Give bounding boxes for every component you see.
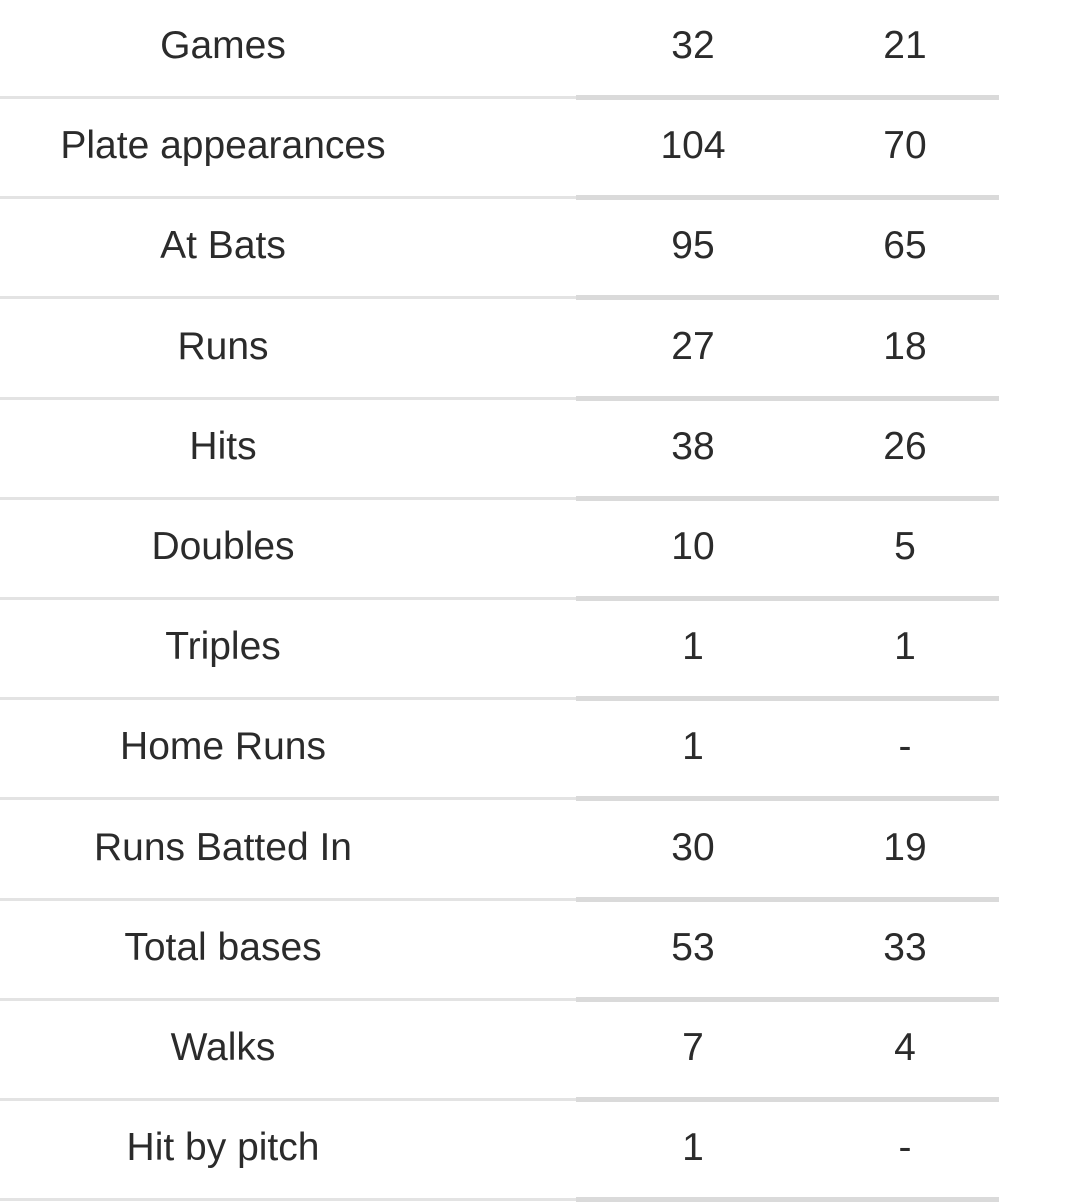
stat-value-col-2: 33 <box>883 925 927 969</box>
stat-label: Hit by pitch <box>126 1126 320 1170</box>
row-divider <box>576 796 999 802</box>
stat-value-col-2: 4 <box>894 1025 916 1069</box>
row-divider <box>0 296 578 300</box>
stat-value-col-1: 32 <box>671 24 715 67</box>
row-divider <box>576 595 999 601</box>
stat-label: Walks <box>170 1025 276 1069</box>
stat-value-col-2: 5 <box>894 524 916 568</box>
table-row: Walks 7 4 <box>0 1002 1078 1102</box>
stat-label: Runs Batted In <box>94 825 352 869</box>
stat-value-col-2: - <box>898 725 912 769</box>
row-divider <box>576 495 999 501</box>
row-divider <box>576 295 999 301</box>
table-row: Hits 38 26 <box>0 401 1078 501</box>
row-divider <box>576 195 999 201</box>
row-divider <box>576 1096 999 1102</box>
stat-value-col-1: 38 <box>671 424 715 468</box>
table-row: Hit by pitch 1 - <box>0 1102 1078 1202</box>
stat-value-col-1: 104 <box>660 124 726 168</box>
row-divider <box>576 696 999 702</box>
stat-value-col-2: - <box>898 1126 912 1170</box>
stat-label: Runs <box>177 324 269 368</box>
row-divider <box>0 997 578 1001</box>
stat-value-col-2: 18 <box>883 324 927 368</box>
stat-label: Triples <box>165 625 281 669</box>
row-divider <box>0 596 578 600</box>
row-divider <box>0 396 578 400</box>
table-row: Home Runs 1 - <box>0 701 1078 802</box>
table-row: Triples 1 1 <box>0 601 1078 702</box>
stat-label: Hits <box>189 424 257 468</box>
row-divider <box>0 1097 578 1101</box>
stat-value-col-1: 53 <box>671 925 715 969</box>
table-row: Games 32 21 <box>0 0 1078 100</box>
stat-value-col-2: 26 <box>883 424 927 468</box>
table-row: Plate appearances 104 70 <box>0 100 1078 201</box>
stat-value-col-1: 1 <box>682 725 704 769</box>
stat-value-col-1: 95 <box>671 224 715 268</box>
stat-label: Total bases <box>124 925 322 969</box>
stat-value-col-2: 1 <box>894 625 916 669</box>
row-divider <box>576 996 999 1002</box>
stat-value-col-1: 1 <box>682 625 704 669</box>
stat-value-col-2: 19 <box>883 825 927 869</box>
stat-value-col-1: 7 <box>682 1025 704 1069</box>
table-row: Total bases 53 33 <box>0 902 1078 1002</box>
row-divider <box>0 797 578 801</box>
stat-label: Home Runs <box>120 725 326 769</box>
row-divider <box>576 896 999 902</box>
row-divider <box>0 196 578 200</box>
table-row: Runs Batted In 30 19 <box>0 802 1078 902</box>
stat-value-col-1: 27 <box>671 324 715 368</box>
row-divider <box>0 697 578 701</box>
table-row: Runs 27 18 <box>0 301 1078 401</box>
row-divider <box>576 95 999 100</box>
stat-value-col-2: 70 <box>883 124 927 168</box>
stat-label: At Bats <box>160 224 286 268</box>
stat-value-col-1: 1 <box>682 1126 704 1170</box>
stat-value-col-1: 30 <box>671 825 715 869</box>
row-divider <box>576 395 999 401</box>
stat-label: Games <box>160 24 286 67</box>
stat-value-col-1: 10 <box>671 524 715 568</box>
table-row: At Bats 95 65 <box>0 200 1078 301</box>
row-divider <box>0 496 578 500</box>
stat-value-col-2: 65 <box>883 224 927 268</box>
stat-label: Doubles <box>151 524 295 568</box>
stat-value-col-2: 21 <box>883 24 927 67</box>
stat-label: Plate appearances <box>60 124 386 168</box>
row-divider <box>0 96 578 99</box>
table-row: Doubles 10 5 <box>0 501 1078 601</box>
row-divider <box>0 897 578 901</box>
